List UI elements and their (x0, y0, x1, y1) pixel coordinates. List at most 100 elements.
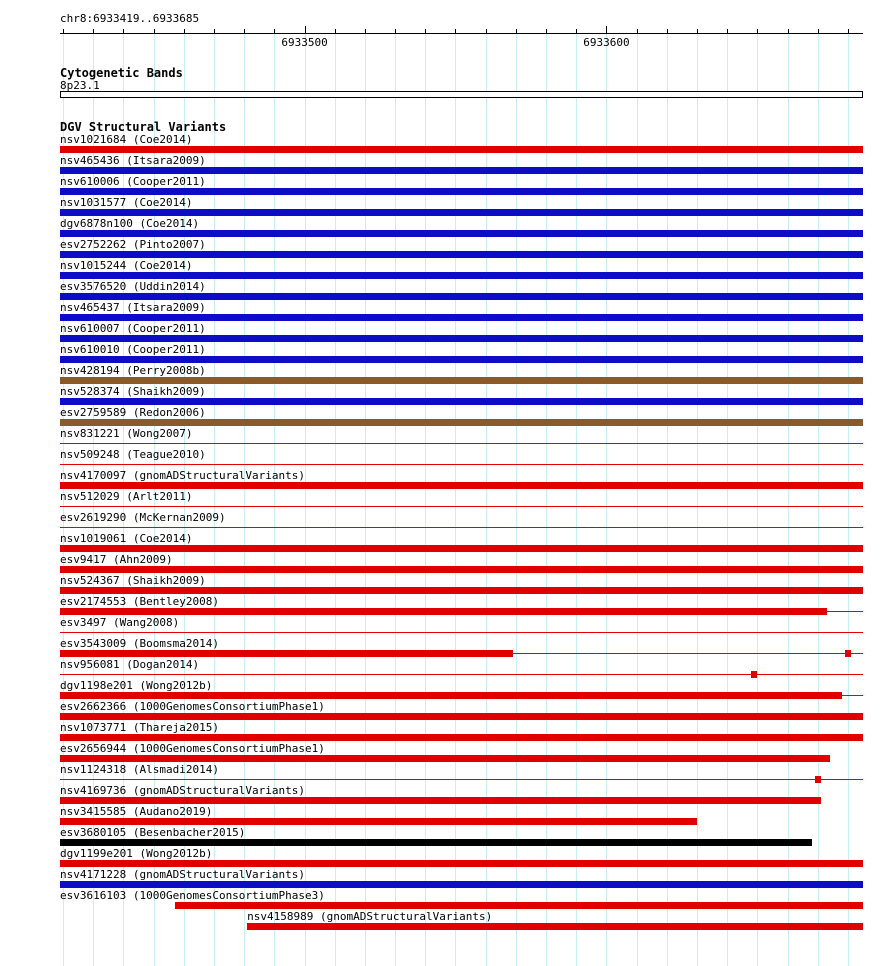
variant-row: nsv3415585 (Audano2019) (0, 805, 890, 826)
variant-label[interactable]: dgv1198e201 (Wong2012b) (60, 679, 213, 692)
variant-bar[interactable] (60, 545, 863, 552)
variant-bar[interactable] (60, 314, 863, 321)
variant-bar[interactable] (60, 251, 863, 258)
ruler-tick (666, 29, 668, 34)
variant-label[interactable]: nsv4171228 (gnomADStructuralVariants) (60, 868, 306, 881)
variant-label[interactable]: esv2174553 (Bentley2008) (60, 595, 219, 608)
variant-label[interactable]: nsv524367 (Shaikh2009) (60, 574, 206, 587)
variant-bar[interactable] (60, 293, 863, 300)
variant-bar[interactable] (60, 230, 863, 237)
variant-label[interactable]: esv3497 (Wang2008) (60, 616, 180, 629)
variant-bar[interactable] (60, 713, 863, 720)
variant-bar[interactable] (60, 566, 863, 573)
variant-bar[interactable] (60, 881, 863, 888)
variant-row: esv3543009 (Boomsma2014) (0, 637, 890, 658)
gridline (213, 33, 215, 966)
variant-bar[interactable] (60, 734, 863, 741)
variant-bar[interactable] (751, 671, 758, 678)
variant-bar[interactable] (60, 272, 863, 279)
variant-bar[interactable] (841, 695, 863, 696)
variant-bar[interactable] (60, 650, 513, 657)
variant-bar[interactable] (60, 356, 863, 363)
variant-label[interactable]: nsv528374 (Shaikh2009) (60, 385, 206, 398)
variant-bar[interactable] (60, 482, 863, 489)
variant-label[interactable]: esv2656944 (1000GenomesConsortiumPhase1) (60, 742, 325, 755)
variant-bar[interactable] (60, 188, 863, 195)
variant-label[interactable]: nsv512029 (Arlt2011) (60, 490, 193, 503)
variant-bar[interactable] (60, 632, 863, 633)
variant-label[interactable]: esv3543009 (Boomsma2014) (60, 637, 219, 650)
variant-bar[interactable] (60, 755, 830, 762)
variant-bar[interactable] (174, 902, 863, 909)
variant-label[interactable]: nsv610007 (Cooper2011) (60, 322, 206, 335)
variant-label[interactable]: nsv1015244 (Coe2014) (60, 259, 193, 272)
variant-label[interactable]: nsv1021684 (Coe2014) (60, 133, 193, 146)
variant-label[interactable]: nsv956081 (Dogan2014) (60, 658, 200, 671)
variant-bar[interactable] (247, 923, 863, 930)
gridline (666, 33, 668, 966)
variant-label[interactable]: dgv6878n100 (Coe2014) (60, 217, 200, 230)
variant-label[interactable]: esv3616103 (1000GenomesConsortiumPhase3) (60, 889, 325, 902)
variant-bar[interactable] (814, 776, 821, 783)
variant-label[interactable]: nsv465437 (Itsara2009) (60, 301, 206, 314)
variant-label[interactable]: nsv1073771 (Thareja2015) (60, 721, 219, 734)
variant-label[interactable]: nsv610006 (Cooper2011) (60, 175, 206, 188)
variant-label[interactable]: nsv4169736 (gnomADStructuralVariants) (60, 784, 306, 797)
variant-row: nsv1073771 (Thareja2015) (0, 721, 890, 742)
variant-bar[interactable] (60, 779, 863, 780)
variant-bar[interactable] (60, 209, 863, 216)
variant-label[interactable]: nsv610010 (Cooper2011) (60, 343, 206, 356)
region-label: chr8:6933419..6933685 (60, 12, 200, 25)
variant-label[interactable]: nsv1019061 (Coe2014) (60, 532, 193, 545)
variant-label[interactable]: nsv465436 (Itsara2009) (60, 154, 206, 167)
variant-bar[interactable] (512, 653, 863, 654)
variant-label[interactable]: nsv831221 (Wong2007) (60, 427, 193, 440)
cytoband-rect[interactable] (60, 91, 863, 98)
variant-label[interactable]: esv2662366 (1000GenomesConsortiumPhase1) (60, 700, 325, 713)
variant-label[interactable]: nsv428194 (Perry2008b) (60, 364, 206, 377)
ruler-tick (696, 29, 698, 34)
variant-bar[interactable] (60, 167, 863, 174)
variant-label[interactable]: nsv1031577 (Coe2014) (60, 196, 193, 209)
ruler-tick (213, 29, 215, 34)
variant-label[interactable]: nsv4158989 (gnomADStructuralVariants) (247, 910, 493, 923)
variant-label[interactable]: esv3680105 (Besenbacher2015) (60, 826, 246, 839)
variant-label[interactable]: nsv509248 (Teague2010) (60, 448, 206, 461)
variant-label[interactable]: nsv3415585 (Audano2019) (60, 805, 213, 818)
variant-bar[interactable] (60, 674, 863, 675)
gridline (455, 33, 457, 966)
variant-bar[interactable] (60, 839, 812, 846)
variant-label[interactable]: dgv1199e201 (Wong2012b) (60, 847, 213, 860)
variant-bar[interactable] (60, 860, 863, 867)
variant-row: nsv610010 (Cooper2011) (0, 343, 890, 364)
variant-bar[interactable] (60, 419, 863, 426)
variant-bar[interactable] (60, 506, 863, 507)
variant-bar[interactable] (826, 611, 863, 612)
variant-bar[interactable] (60, 146, 863, 153)
variant-bar[interactable] (60, 464, 863, 465)
variant-bar[interactable] (60, 818, 697, 825)
variant-bar[interactable] (60, 608, 827, 615)
variant-bar[interactable] (60, 527, 863, 528)
gridline (153, 33, 155, 966)
variant-bar[interactable] (60, 335, 863, 342)
variant-label[interactable]: esv3576520 (Uddin2014) (60, 280, 206, 293)
variant-bar[interactable] (60, 443, 863, 444)
variant-bar[interactable] (60, 797, 821, 804)
variant-label[interactable]: nsv4170097 (gnomADStructuralVariants) (60, 469, 306, 482)
variant-label[interactable]: nsv1124318 (Alsmadi2014) (60, 763, 219, 776)
variant-label[interactable]: esv2619290 (McKernan2009) (60, 511, 226, 524)
variant-bar[interactable] (844, 650, 851, 657)
variant-label[interactable]: esv2759589 (Redon2006) (60, 406, 206, 419)
ruler-tick (515, 29, 517, 34)
gridline (93, 33, 95, 966)
ruler-tick (636, 29, 638, 34)
variant-bar[interactable] (60, 587, 863, 594)
variant-bar[interactable] (60, 692, 842, 699)
variant-label[interactable]: esv2752262 (Pinto2007) (60, 238, 206, 251)
variant-label[interactable]: esv9417 (Ahn2009) (60, 553, 173, 566)
variant-bar[interactable] (60, 398, 863, 405)
ruler-tick (93, 29, 95, 34)
variant-bar[interactable] (60, 377, 863, 384)
